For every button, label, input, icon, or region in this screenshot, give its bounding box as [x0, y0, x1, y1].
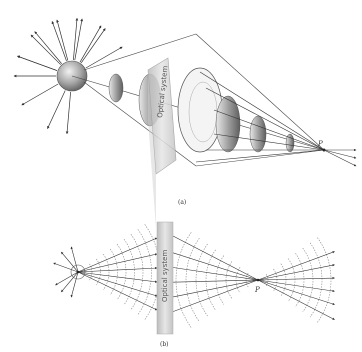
panel-a: Optical system P (a) [13, 17, 357, 228]
point-source-b [70, 264, 86, 280]
ray-b-out-1 [172, 252, 259, 281]
converging-rays [195, 71, 325, 163]
converging-ray-5 [195, 149, 325, 163]
point-label-b: P [254, 286, 260, 294]
converging-ray-1 [205, 87, 325, 151]
wavefront-arcs-left [89, 224, 161, 320]
rays-b [53, 235, 335, 320]
ray-b-back-5 [70, 271, 79, 298]
right-converging-arc-6 [185, 237, 200, 323]
ray-b-out-4 [172, 279, 259, 298]
panel-caption-a: (a) [178, 199, 186, 206]
source-ray-12 [79, 25, 102, 63]
source-ray-13 [47, 90, 66, 129]
ray-b-in-0 [77, 237, 158, 273]
source-ray-14 [65, 91, 71, 135]
source-ray-4 [80, 28, 106, 64]
source-ray-1 [34, 31, 62, 64]
optical-system-label-b: Optical system [161, 250, 169, 302]
left-wavefront-arc-8 [144, 224, 161, 320]
diverging-wavefront-1 [108, 73, 124, 103]
converging-ray-2 [213, 109, 325, 151]
ray-b-out-2 [172, 267, 259, 281]
converging-ray-3 [213, 133, 325, 151]
ray-b-in-5 [77, 271, 158, 311]
source-ray-10 [51, 21, 67, 62]
converging-wavefront-2 [249, 115, 267, 153]
right-diverging-arc-7 [317, 237, 332, 323]
right-diverging-arc-4 [295, 253, 305, 307]
optical-system-slab-a-side [148, 70, 156, 228]
point-source-b-dot [76, 270, 80, 274]
panel-b: Optical system P (b) [53, 221, 335, 348]
source-ray-6 [21, 83, 59, 106]
ray-b-back-4 [70, 246, 79, 273]
source-ray-3 [74, 18, 84, 61]
ray-b-out-5 [172, 279, 259, 312]
left-wavefront-arc-0 [89, 263, 93, 281]
ray-b-beyond-1 [257, 279, 335, 306]
focal-point-p-b [256, 278, 260, 282]
ray-b-beyond-2 [257, 279, 335, 293]
point-label-a: P [317, 140, 323, 148]
ray-b-in-4 [77, 271, 158, 297]
right-diverging-arc-6 [309, 242, 323, 318]
source-ray-5 [85, 46, 123, 69]
right-diverging-arc-3 [287, 258, 296, 302]
ray-b-in-1 [77, 253, 158, 273]
ray-b-back-0 [53, 262, 79, 273]
right-converging-arc-0 [245, 272, 249, 288]
ray-b-back-3 [61, 271, 79, 293]
ray-b-beyond-3 [257, 276, 335, 281]
left-wavefront-arc-6 [130, 234, 144, 310]
ray-b-out-3 [172, 279, 259, 283]
source-ray-8 [17, 55, 58, 71]
left-wavefront-arc-2 [102, 253, 110, 291]
source-ray-11 [73, 17, 79, 61]
emerging-wavefront-ring [177, 67, 223, 153]
source-ray-2 [56, 19, 69, 61]
right-converging-arc-1 [235, 267, 241, 293]
diverging-after-focus [323, 148, 357, 167]
ray-b-out-0 [172, 235, 259, 281]
right-converging-arc-5 [195, 243, 208, 317]
right-diverging-arc-1 [273, 268, 278, 292]
left-wavefront-arc-3 [109, 248, 118, 296]
converging-wavefront-1 [215, 95, 241, 153]
ray-b-beyond-4 [257, 264, 335, 281]
right-diverging-arc-2 [280, 263, 287, 297]
right-converging-arc-3 [215, 255, 225, 305]
ray-b-beyond-5 [257, 251, 335, 281]
right-converging-arc-4 [205, 249, 216, 311]
left-wavefront-arc-1 [96, 258, 101, 286]
converging-ray-0 [199, 71, 325, 151]
right-converging-arc-2 [225, 261, 233, 299]
left-wavefront-arc-5 [123, 238, 135, 306]
left-wavefront-arc-4 [116, 243, 127, 301]
ray-b-beyond-0 [257, 279, 335, 320]
panel-caption-b: (b) [160, 341, 169, 348]
source-ray-9 [30, 34, 61, 65]
source-rays [13, 17, 123, 135]
ray-b-back-1 [61, 251, 79, 273]
right-converging-arc-7 [175, 232, 192, 328]
ray-b-in-2 [77, 266, 158, 273]
optical-system-slab-b [156, 221, 174, 335]
ray-b-back-2 [55, 271, 79, 286]
ray-b-in-3 [77, 271, 158, 283]
